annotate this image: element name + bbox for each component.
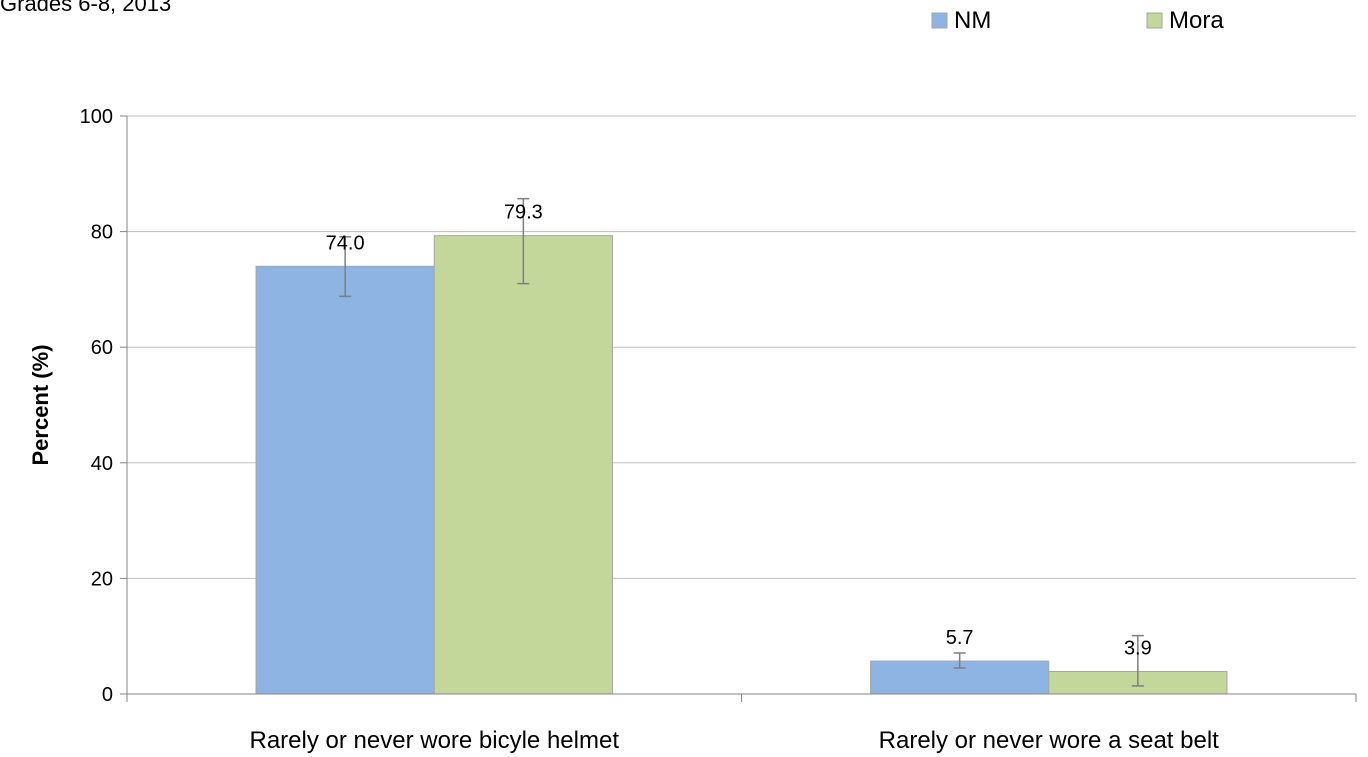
data-labels: 74.0 79.3 5.7 3.9 (326, 202, 1152, 660)
chart-subtitle: Grades 6-8, 2013 (0, 0, 172, 16)
legend-swatch-nm (931, 12, 948, 29)
bar-nm-0 (255, 265, 435, 695)
y-axis-title: Percent (%) (28, 344, 53, 465)
legend: NM Mora (931, 7, 1224, 34)
axes: 0 20 40 60 80 100 Rarely or never wore bicyle … (80, 106, 1357, 754)
data-label-nm-0: 74.0 (326, 232, 365, 254)
gridlines (127, 115, 1356, 579)
y-tick-label-60: 60 (91, 337, 113, 359)
legend-swatch-mora (1146, 12, 1163, 29)
x-category-label-0: Rarely or never wore bicyle helmet (250, 727, 620, 754)
legend-label-nm: NM (954, 7, 991, 34)
y-tick-label-40: 40 (91, 453, 113, 475)
y-tick-label-0: 0 (102, 684, 113, 706)
y-tick-label-20: 20 (91, 568, 113, 590)
legend-label-mora: Mora (1169, 7, 1224, 34)
error-bars (339, 197, 1144, 687)
data-label-mora-1: 3.9 (1124, 637, 1152, 659)
data-label-nm-1: 5.7 (946, 627, 974, 649)
data-label-mora-0: 79.3 (504, 202, 543, 224)
bars (255, 235, 1228, 695)
x-category-label-1: Rarely or never wore a seat belt (879, 727, 1219, 754)
y-tick-label-80: 80 (91, 222, 113, 244)
y-tick-label-100: 100 (80, 106, 113, 128)
bar-mora-0 (433, 235, 613, 695)
